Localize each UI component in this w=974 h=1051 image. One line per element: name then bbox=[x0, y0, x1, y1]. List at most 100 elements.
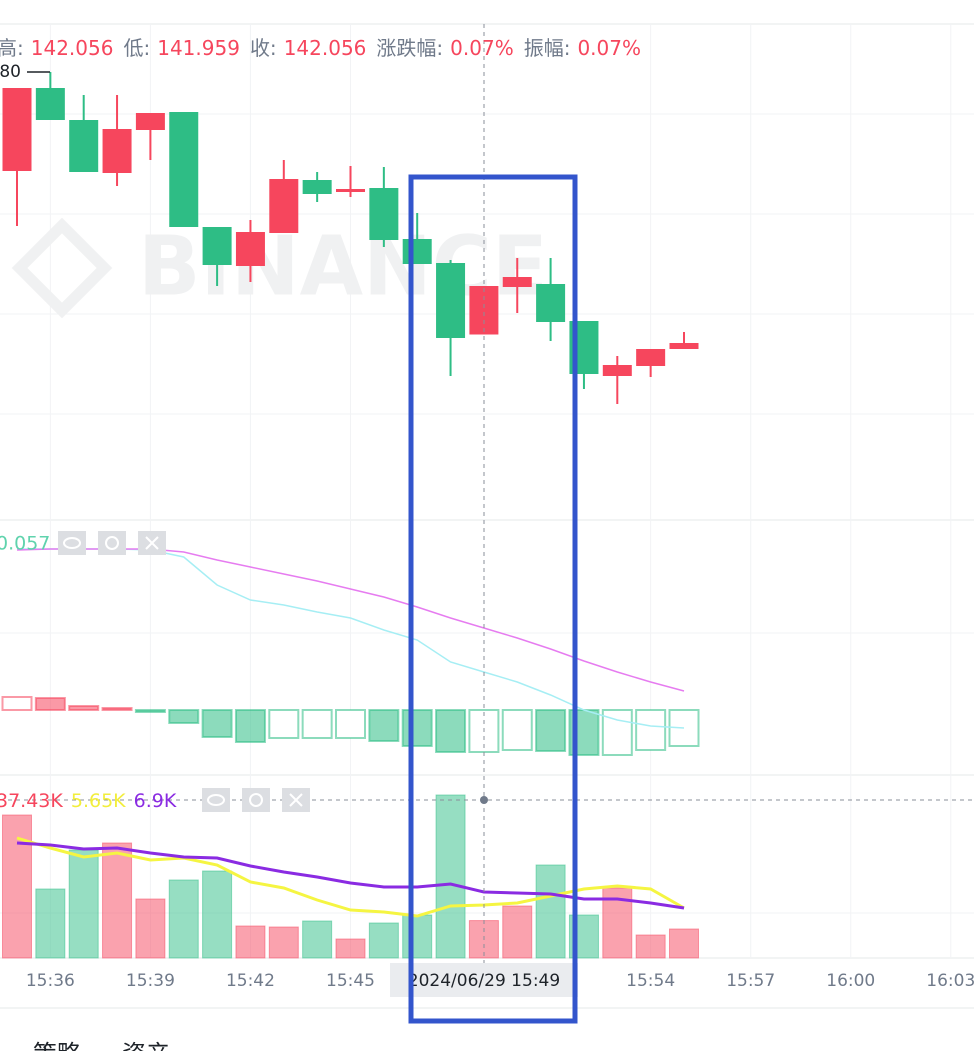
gear-icon bbox=[105, 536, 119, 550]
marks bbox=[1, 72, 700, 959]
candle-body bbox=[669, 343, 699, 349]
max-marker-label: 80 bbox=[0, 62, 21, 82]
volume-legend-icons bbox=[202, 788, 310, 812]
header-label: 收: bbox=[250, 36, 277, 60]
candle-body bbox=[69, 120, 99, 172]
candle-body bbox=[369, 188, 399, 240]
header-label: 低: bbox=[123, 36, 150, 60]
macd-bar bbox=[501, 709, 533, 751]
overlay: 2024/06/29 15:49 80 0.057 37.43K 5.65K 6.9… bbox=[0, 24, 974, 1051]
candle-body bbox=[402, 239, 432, 264]
macd-bar bbox=[234, 709, 266, 743]
candle-body bbox=[235, 232, 265, 266]
volume-bar bbox=[535, 864, 566, 959]
macd-bar bbox=[68, 705, 100, 711]
header-value: 142.056 bbox=[31, 36, 114, 60]
macd-bar bbox=[201, 709, 233, 738]
x-icon bbox=[145, 536, 159, 550]
volume-bar bbox=[302, 920, 333, 959]
macd-bar bbox=[101, 707, 133, 711]
candle-body bbox=[169, 112, 199, 227]
x-tick-label: 15:36 bbox=[26, 971, 75, 991]
x-tick-label: 15:54 bbox=[626, 971, 675, 991]
candle-body bbox=[502, 277, 532, 287]
x-tick-label: 15:45 bbox=[326, 971, 375, 991]
x-tick-label: 15:42 bbox=[226, 971, 275, 991]
x-tick-label: 16:03 bbox=[926, 971, 974, 991]
settings-button[interactable] bbox=[98, 531, 126, 555]
volume-bar bbox=[402, 914, 433, 959]
legend-entry: 5.65K bbox=[71, 790, 126, 812]
x-tick-label: 15:57 bbox=[726, 971, 775, 991]
volume-bar bbox=[35, 888, 66, 959]
volume-bar bbox=[368, 922, 399, 959]
x-tick-label: 15:39 bbox=[126, 971, 175, 991]
eye-button[interactable] bbox=[58, 531, 86, 555]
highlight-box bbox=[408, 174, 578, 1024]
macd-legend-icons bbox=[58, 531, 166, 555]
tab[interactable]: 策略 bbox=[33, 1040, 81, 1051]
x-tick-label: 16:00 bbox=[826, 971, 875, 991]
volume-bar bbox=[235, 925, 266, 959]
gear-icon bbox=[249, 793, 263, 807]
settings-button[interactable] bbox=[242, 788, 270, 812]
eye-icon bbox=[63, 537, 81, 549]
macd-bar bbox=[134, 709, 166, 713]
volume-bar bbox=[669, 928, 699, 959]
header-label: 振幅: bbox=[524, 36, 571, 60]
candle-body bbox=[102, 129, 132, 173]
legend-entry: 6.9K bbox=[134, 790, 177, 812]
eye-button[interactable] bbox=[202, 788, 230, 812]
tab[interactable]: 资产 bbox=[122, 1040, 170, 1051]
volume-bar bbox=[435, 794, 466, 959]
candle-body bbox=[469, 286, 499, 335]
macd-bar bbox=[268, 709, 300, 739]
macd-bar bbox=[301, 709, 333, 739]
volume-bar bbox=[68, 849, 99, 959]
volume-bar bbox=[2, 814, 32, 959]
legend-entry: 37.43K bbox=[0, 790, 63, 812]
volume-bar bbox=[135, 898, 166, 959]
volume-bar bbox=[268, 926, 299, 959]
macd-bar bbox=[34, 697, 66, 711]
macd-bar bbox=[535, 709, 567, 752]
volume-bar bbox=[202, 870, 233, 959]
candle-body bbox=[35, 88, 65, 120]
volume-legend: 37.43K 5.65K 6.9K bbox=[0, 790, 177, 812]
crosshair-label-bg bbox=[390, 963, 578, 997]
eye-icon bbox=[207, 794, 225, 806]
header-value: 142.056 bbox=[284, 36, 367, 60]
candle-body bbox=[202, 227, 232, 265]
macd-bar bbox=[401, 709, 433, 747]
candle-body bbox=[2, 88, 32, 171]
logo-shape bbox=[11, 217, 113, 319]
crosshair-label: 2024/06/29 15:49 bbox=[408, 971, 560, 991]
candle-body bbox=[636, 349, 666, 366]
macd-bar bbox=[335, 709, 366, 739]
candle-body bbox=[135, 113, 165, 130]
candle-body bbox=[436, 263, 466, 338]
header-value: 0.07% bbox=[577, 36, 641, 60]
volume-bar bbox=[635, 934, 666, 959]
macd-bar bbox=[1, 696, 33, 711]
volume-bar bbox=[102, 842, 133, 959]
volume-bar bbox=[335, 938, 366, 959]
header-label: 涨跌幅: bbox=[376, 36, 443, 60]
candle-body bbox=[269, 179, 299, 233]
macd-bar bbox=[168, 709, 200, 724]
ohlc-header: 高: 142.056 低: 141.959 收: 142.056 涨跌幅: 0.07% 振幅: 0… bbox=[0, 36, 641, 60]
macd-bar bbox=[435, 709, 467, 753]
x-icon bbox=[289, 793, 303, 807]
candle-body bbox=[602, 365, 632, 376]
macd-bar bbox=[368, 709, 400, 742]
crosshair-dot bbox=[480, 796, 488, 804]
header-value: 0.07% bbox=[450, 36, 514, 60]
macd-bar bbox=[635, 709, 667, 751]
volume-bar bbox=[168, 879, 199, 959]
candle-body bbox=[536, 284, 566, 322]
candle-body bbox=[336, 189, 365, 192]
header-label: 高: bbox=[0, 36, 24, 60]
volume-bar bbox=[502, 905, 533, 959]
candle-body bbox=[302, 180, 332, 194]
